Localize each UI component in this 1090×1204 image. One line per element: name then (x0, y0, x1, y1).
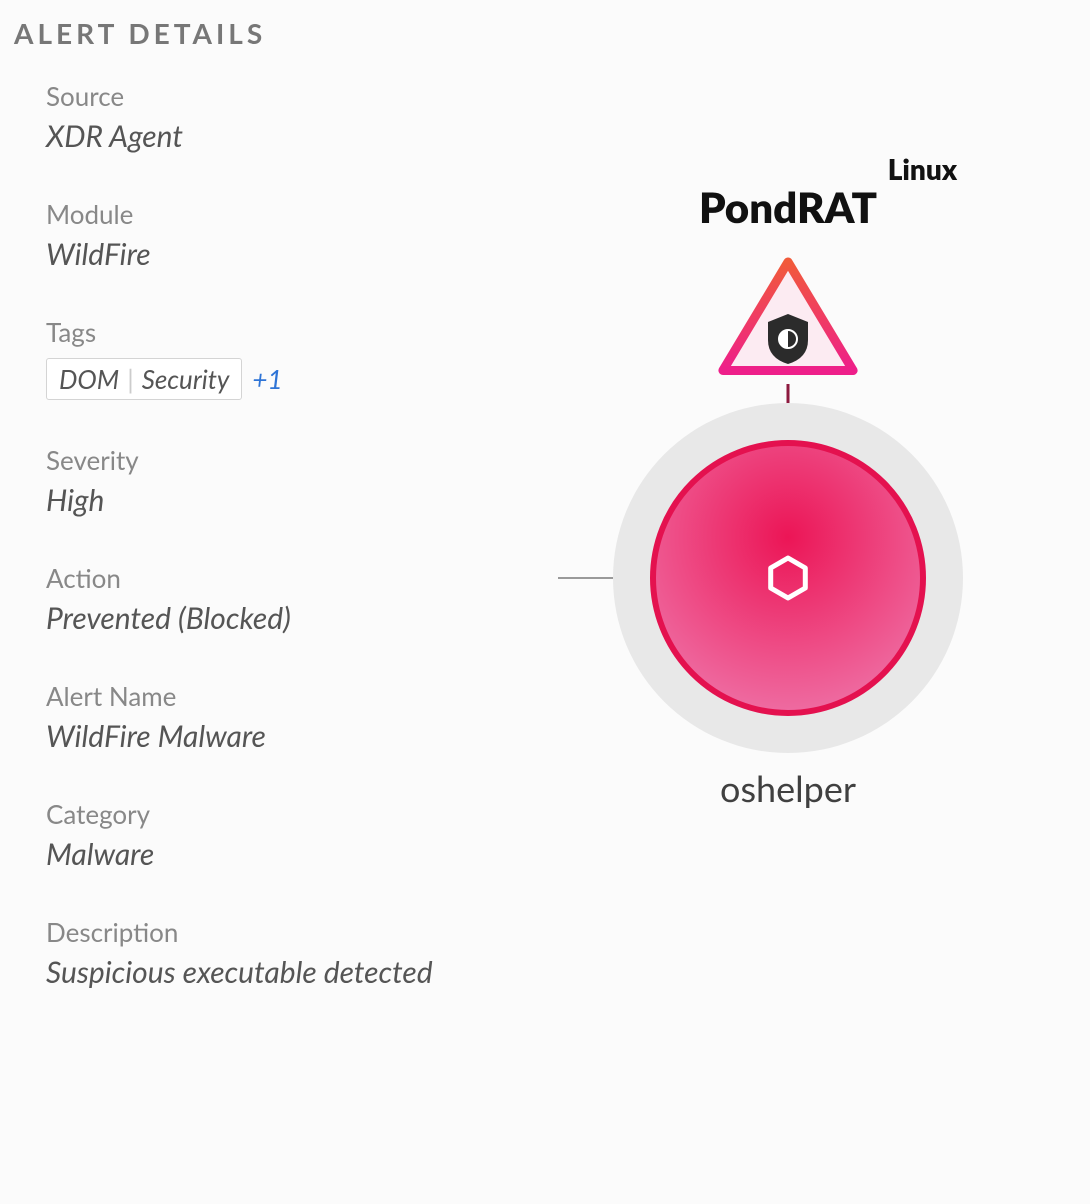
tag-text: DOM (59, 363, 119, 395)
field-value: WildFire (46, 236, 498, 272)
tags-more-link[interactable]: +1 (252, 363, 282, 395)
field-label: Module (46, 198, 498, 230)
field-value: WildFire Malware (46, 718, 498, 754)
panel-title: ALERT DETAILS (14, 16, 498, 50)
tags-row: DOM | Security +1 (46, 358, 498, 400)
field-label: Tags (46, 316, 498, 348)
field-label: Category (46, 798, 498, 830)
threat-graph-svg (498, 6, 1078, 826)
alert-details-container: ALERT DETAILS Source XDR Agent Module Wi… (0, 0, 1090, 1204)
alert-details-panel: ALERT DETAILS Source XDR Agent Module Wi… (8, 6, 498, 1184)
field-alert-name: Alert Name WildFire Malware (46, 680, 498, 754)
field-value: Prevented (Blocked) (46, 600, 498, 636)
field-label: Action (46, 562, 498, 594)
field-label: Description (46, 916, 498, 948)
field-value: High (46, 482, 498, 518)
graph-panel: PondRAT Linux oshelper (498, 6, 1080, 1184)
field-category: Category Malware (46, 798, 498, 872)
field-label: Alert Name (46, 680, 498, 712)
field-severity: Severity High (46, 444, 498, 518)
field-description: Description Suspicious executable detect… (46, 916, 498, 990)
tag-text: Security (142, 363, 230, 395)
field-value: Malware (46, 836, 498, 872)
field-label: Severity (46, 444, 498, 476)
field-tags: Tags DOM | Security +1 (46, 316, 498, 400)
field-module: Module WildFire (46, 198, 498, 272)
tag-chip[interactable]: DOM | Security (46, 358, 242, 400)
tag-separator: | (127, 363, 134, 395)
field-action: Action Prevented (Blocked) (46, 562, 498, 636)
field-value: Suspicious executable detected (46, 954, 498, 990)
fields-list: Source XDR Agent Module WildFire Tags DO… (14, 80, 498, 990)
field-value: XDR Agent (46, 118, 498, 154)
graph-node-label: oshelper (618, 766, 958, 810)
field-source: Source XDR Agent (46, 80, 498, 154)
field-label: Source (46, 80, 498, 112)
